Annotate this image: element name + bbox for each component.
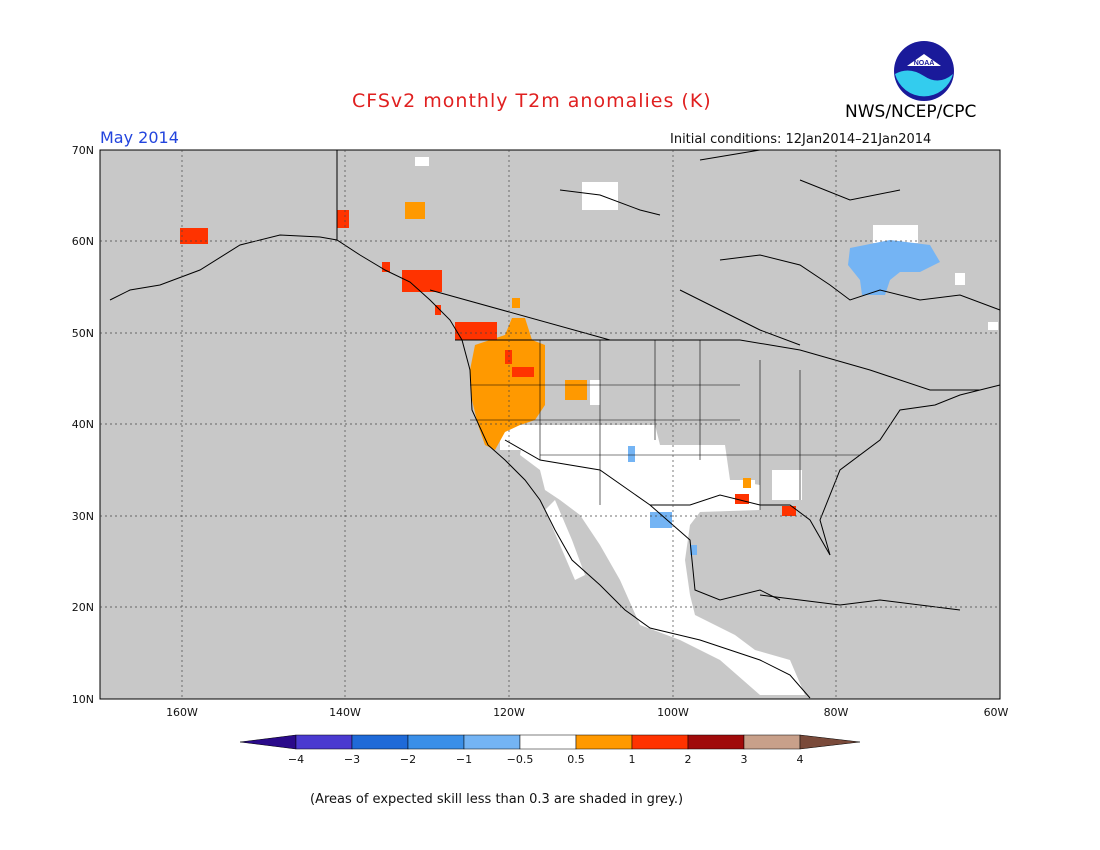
lon-label: 60W (984, 706, 1009, 719)
lon-axis-labels: 160W 140W 120W 100W 80W 60W (166, 706, 1008, 719)
lon-label: 80W (824, 706, 849, 719)
colorbar-tick: −0.5 (507, 753, 534, 766)
lat-label: 70N (72, 144, 94, 157)
initial-conditions: Initial conditions: 12Jan2014–21Jan2014 (670, 132, 932, 147)
colorbar-tick: 4 (797, 753, 804, 766)
valid-month: May 2014 (100, 128, 179, 147)
lat-label: 10N (72, 693, 94, 706)
colorbar-swatch (295, 734, 353, 750)
colorbar-tick: 2 (685, 753, 692, 766)
colorbar-swatch (463, 734, 521, 750)
map-background (99, 149, 1001, 700)
colorbar-low-arrow (239, 734, 297, 750)
colorbar-tick: 3 (741, 753, 748, 766)
colorbar-swatch (351, 734, 409, 750)
colorbar-tick: −2 (400, 753, 416, 766)
colorbar-swatch (407, 734, 465, 750)
near-normal-region (415, 157, 998, 695)
chart-title: CFSv2 monthly T2m anomalies (K) (352, 90, 712, 112)
colorbar-tick: −3 (344, 753, 360, 766)
colorbar-swatch (519, 734, 577, 750)
colorbar-high-arrow (799, 734, 861, 750)
lat-label: 30N (72, 510, 94, 523)
negative-anomaly-patches (628, 240, 940, 555)
colorbar-tick: −1 (456, 753, 472, 766)
org-label: NWS/NCEP/CPC (845, 102, 977, 122)
colorbar-tick: 1 (629, 753, 636, 766)
lat-label: 40N (72, 418, 94, 431)
lat-label: 60N (72, 235, 94, 248)
noaa-logo: NOAA (894, 41, 954, 101)
lon-label: 100W (657, 706, 689, 719)
colorbar: −4 −3 −2 −1 −0.5 0.5 1 2 3 4 (239, 734, 861, 766)
positive-anomaly-red (180, 210, 796, 516)
lat-label: 50N (72, 327, 94, 340)
colorbar-swatch (687, 734, 745, 750)
colorbar-swatch (575, 734, 633, 750)
lon-label: 140W (329, 706, 361, 719)
colorbar-tick: −4 (288, 753, 304, 766)
lat-label: 20N (72, 601, 94, 614)
gridlines (100, 150, 1000, 699)
colorbar-swatch (631, 734, 689, 750)
lon-label: 160W (166, 706, 198, 719)
colorbar-swatch (743, 734, 801, 750)
lon-label: 120W (493, 706, 525, 719)
skill-footnote: (Areas of expected skill less than 0.3 a… (310, 792, 684, 807)
lat-axis-labels: 70N 60N 50N 40N 30N 20N 10N (72, 144, 94, 706)
noaa-logo-text: NOAA (914, 60, 935, 67)
colorbar-tick: 0.5 (567, 753, 585, 766)
state-borders (470, 340, 860, 510)
